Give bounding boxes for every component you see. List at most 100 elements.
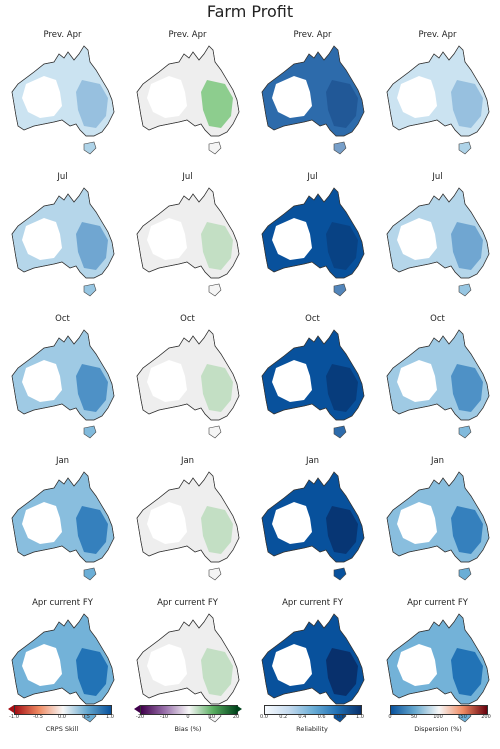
colorbar: 0 50 100 150 200 Dispersion (%)	[382, 705, 494, 745]
eastern-region-fill	[76, 80, 108, 128]
tasmania-fill	[83, 567, 97, 581]
tasmania-fill	[208, 141, 222, 155]
eastern-region-fill	[76, 364, 108, 412]
colorbar-tick-label: 0.0	[58, 714, 66, 720]
no-data-region	[397, 644, 437, 686]
no-data-region	[22, 644, 62, 686]
eastern-region-fill	[326, 506, 358, 554]
eastern-region-fill	[76, 222, 108, 270]
no-data-region	[22, 76, 62, 118]
colorbar-gradient	[264, 705, 362, 715]
colorbar-label: CRPS Skill	[45, 725, 79, 733]
no-data-region	[22, 360, 62, 402]
colorbar-ticks: 0.0 0.2 0.4 0.6 0.8 1.0	[260, 714, 364, 724]
colorbar-tick-label: 0	[388, 714, 392, 720]
map-panel: Jul	[250, 172, 375, 314]
no-data-region	[147, 502, 187, 544]
colorbar-label: Dispersion (%)	[414, 725, 462, 733]
coastline	[11, 329, 115, 421]
colorbar-tick-label: 100	[433, 714, 443, 720]
eastern-region-fill	[76, 506, 108, 554]
tasmania-fill	[83, 141, 97, 155]
colorbar-tick-label: -1.0	[9, 714, 19, 720]
colorbar-tick-label: 0.0	[260, 714, 268, 720]
map-panel: Oct	[375, 314, 500, 456]
no-data-region	[272, 502, 312, 544]
coastline	[386, 471, 490, 563]
no-data-region	[147, 76, 187, 118]
no-data-region	[397, 360, 437, 402]
tasmania-fill	[333, 425, 347, 439]
no-data-region	[397, 218, 437, 260]
australia-map	[136, 329, 240, 439]
tasmania-fill	[458, 283, 472, 297]
eastern-region-fill	[326, 364, 358, 412]
colorbar-tick-label: 1.0	[356, 714, 364, 720]
no-data-region	[397, 502, 437, 544]
coastline	[261, 613, 365, 705]
no-data-region	[272, 76, 312, 118]
colorbar-tick-label: 10	[208, 714, 216, 720]
australia-map	[261, 187, 365, 297]
eastern-region-fill	[451, 364, 483, 412]
no-data-region	[147, 360, 187, 402]
no-data-region	[272, 360, 312, 402]
coastline	[386, 613, 490, 705]
tasmania-fill	[208, 425, 222, 439]
australia-map	[386, 45, 490, 155]
coastline	[136, 187, 240, 279]
australia-map	[11, 187, 115, 297]
panel-label: Oct	[430, 314, 445, 324]
panel-label: Jul	[57, 172, 68, 182]
coastline	[136, 45, 240, 137]
map-panel: Apr current FY	[125, 598, 250, 740]
australia-map	[261, 329, 365, 439]
map-panel: Oct	[0, 314, 125, 456]
panel-label: Prev. Apr	[418, 30, 457, 40]
panel-label: Apr current FY	[157, 598, 218, 608]
australia-map	[261, 45, 365, 155]
panel-label: Apr current FY	[32, 598, 93, 608]
coastline	[261, 329, 365, 421]
colorbar-label: Bias (%)	[174, 725, 202, 733]
colorbar-ticks: -20 -10 0 10 20	[136, 714, 239, 724]
eastern-region-fill	[201, 648, 233, 696]
panel-label: Apr current FY	[407, 598, 468, 608]
coastline	[11, 187, 115, 279]
coastline	[386, 329, 490, 421]
map-row: Apr current FY Apr current FY Apr current …	[0, 598, 500, 740]
tasmania-fill	[208, 283, 222, 297]
australia-map	[136, 471, 240, 581]
panel-label: Prev. Apr	[293, 30, 332, 40]
colorbar-tick-label: 150	[457, 714, 467, 720]
coastline	[261, 45, 365, 137]
map-row: Oct Oct Oct Oct	[0, 314, 500, 456]
panel-label: Oct	[180, 314, 195, 324]
map-row: Prev. Apr Prev. Apr Prev. Apr Prev. Apr	[0, 30, 500, 172]
panel-label: Jul	[432, 172, 443, 182]
map-panel: Jan	[125, 456, 250, 598]
coastline	[386, 187, 490, 279]
australia-map	[11, 471, 115, 581]
coastline	[11, 613, 115, 705]
coastline	[261, 471, 365, 563]
australia-map	[261, 471, 365, 581]
panel-label: Jan	[305, 456, 320, 466]
eastern-region-fill	[451, 648, 483, 696]
eastern-region-fill	[326, 648, 358, 696]
colorbar-tick-label: 0.2	[279, 714, 288, 720]
colorbar-label: Reliability	[296, 725, 328, 733]
colorbar: 0.0 0.2 0.4 0.6 0.8 1.0 Reliability	[256, 705, 368, 745]
colorbar-tick-label: 50	[410, 714, 418, 720]
no-data-region	[22, 502, 62, 544]
colorbar-tick-label: 0.5	[82, 714, 90, 720]
colorbar-extend-arrow	[8, 705, 14, 713]
australia-map	[386, 187, 490, 297]
coastline	[11, 45, 115, 137]
australia-map	[136, 187, 240, 297]
colorbar-tick-label: 0.8	[336, 714, 345, 720]
eastern-region-fill	[201, 364, 233, 412]
no-data-region	[272, 218, 312, 260]
panel-label: Apr current FY	[282, 598, 343, 608]
map-panel: Jul	[375, 172, 500, 314]
